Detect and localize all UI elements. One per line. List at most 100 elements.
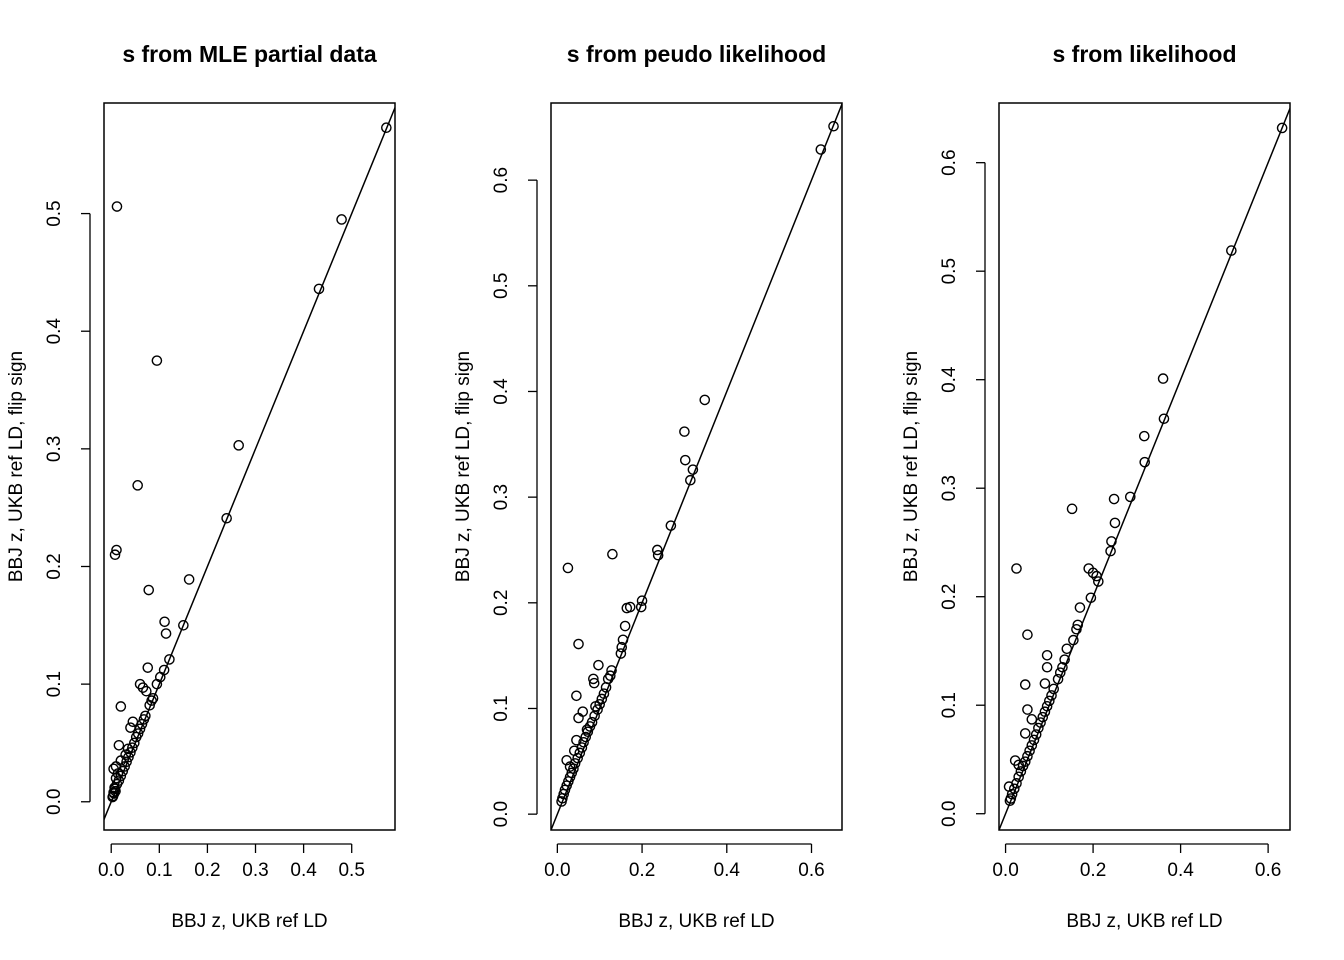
data-point [1108, 493, 1120, 505]
data-point [1019, 679, 1031, 690]
x-tick-label: 0.4 [1167, 860, 1194, 881]
data-point [1019, 728, 1031, 739]
data-point [687, 464, 699, 475]
data-point [143, 584, 155, 596]
y-tick-label: 0.5 [44, 200, 65, 226]
x-tick-label: 0.0 [544, 860, 570, 881]
data-point [1061, 643, 1073, 655]
data-point [115, 701, 127, 712]
data-point [652, 544, 663, 556]
data-point [1158, 413, 1170, 425]
data-point [1011, 563, 1022, 574]
data-point [1035, 717, 1046, 728]
data-point [140, 710, 151, 722]
y-tick-label: 0.0 [491, 801, 512, 827]
data-point [123, 751, 134, 763]
data-point [221, 512, 232, 524]
x-tick-label: 0.4 [714, 860, 741, 881]
data-point [1071, 623, 1082, 635]
data-point [679, 454, 691, 466]
y-tick-label: 0.5 [491, 273, 512, 299]
data-point [588, 673, 599, 685]
data-point [619, 620, 631, 632]
data-point [109, 549, 121, 561]
y-tick-label: 0.2 [939, 583, 960, 609]
y-axis-label: BBJ z, UKB ref LD, flip sign [453, 351, 474, 582]
data-point [336, 214, 347, 225]
data-point [558, 788, 570, 800]
y-tick-label: 0.2 [44, 553, 65, 579]
x-tick-label: 0.6 [798, 860, 824, 881]
data-point [142, 662, 154, 673]
data-point [621, 602, 633, 614]
data-point [117, 765, 129, 777]
data-point [580, 731, 592, 743]
data-point [158, 664, 170, 676]
data-point [588, 677, 600, 689]
data-point [1033, 722, 1044, 734]
data-point [562, 562, 574, 574]
y-tick-label: 0.4 [939, 366, 960, 393]
data-point [132, 728, 144, 739]
data-point [1048, 683, 1059, 695]
chart-title: s from likelihood [1052, 41, 1236, 67]
y-tick-label: 0.4 [491, 378, 512, 405]
data-point [581, 724, 593, 735]
data-point [127, 742, 138, 753]
y-tick-label: 0.0 [44, 789, 65, 815]
x-axis-label: BBJ z, UKB ref LD [618, 911, 774, 932]
data-point [573, 638, 584, 650]
data-point [568, 745, 580, 757]
x-tick-label: 0.6 [1255, 860, 1281, 881]
data-point [1138, 430, 1150, 442]
data-point [1068, 634, 1079, 646]
data-point [605, 670, 616, 682]
data-point [561, 754, 572, 766]
data-point [607, 548, 618, 560]
y-tick-label: 0.0 [939, 801, 960, 827]
data-point [636, 595, 648, 606]
y-axis-label: BBJ z, UKB ref LD, flip sign [901, 351, 922, 582]
data-point [1024, 745, 1035, 757]
data-point [1026, 714, 1038, 725]
x-tick-label: 0.2 [1080, 860, 1106, 881]
data-point [151, 355, 163, 366]
y-tick-label: 0.6 [491, 167, 512, 193]
data-point [110, 785, 121, 797]
x-tick-label: 0.3 [242, 860, 268, 881]
data-point [134, 678, 146, 690]
y-tick-label: 0.3 [939, 475, 960, 501]
data-point [113, 740, 125, 751]
data-point [313, 283, 325, 295]
data-point [1022, 629, 1033, 640]
x-axis-label: BBJ z, UKB ref LD [171, 911, 327, 932]
y-tick-label: 0.6 [939, 149, 960, 175]
data-point [183, 574, 195, 585]
data-point [1226, 245, 1237, 256]
data-point [574, 747, 586, 759]
x-tick-label: 0.0 [98, 860, 124, 881]
data-point [1074, 602, 1086, 613]
data-point [578, 736, 589, 748]
data-point [1085, 592, 1097, 604]
data-point [685, 474, 696, 486]
data-point [556, 796, 567, 807]
data-point [1041, 661, 1053, 673]
data-point [144, 700, 155, 711]
data-point [1004, 795, 1016, 807]
data-point [571, 734, 582, 746]
data-point [679, 426, 690, 437]
chart-panel-1: s from MLE partial data 0.0 0.1 0.2 0.3 0.4 0.… [6, 41, 396, 932]
data-point [1013, 771, 1024, 783]
data-point [160, 628, 172, 639]
data-point [110, 772, 122, 784]
data-point [1139, 456, 1151, 468]
data-point [616, 641, 628, 653]
y-tick-label: 0.3 [44, 436, 65, 462]
data-point [125, 747, 136, 758]
y-tick-label: 0.3 [491, 484, 512, 510]
data-point [617, 634, 629, 646]
data-point [615, 648, 627, 659]
data-point [828, 120, 839, 132]
data-point [564, 761, 576, 772]
